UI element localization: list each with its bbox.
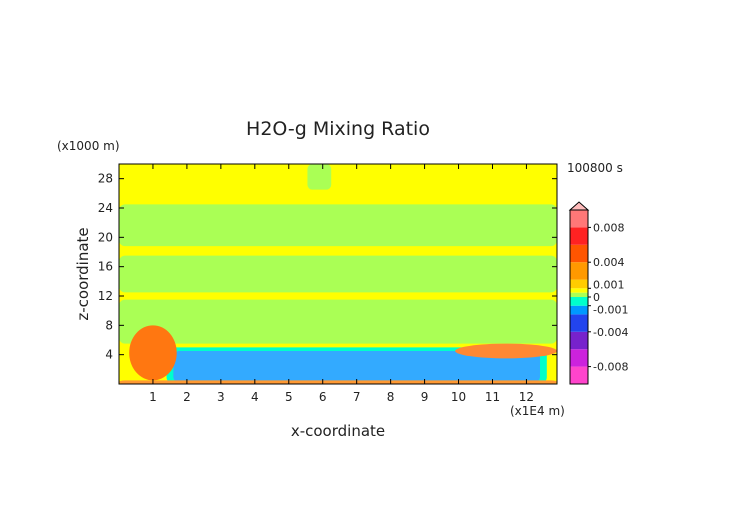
y-tick-label: 16 (98, 260, 113, 274)
colorbar-band (570, 244, 588, 263)
colorbar-band (570, 349, 588, 367)
colorbar-tick-label: -0.001 (593, 304, 628, 317)
colorbar-band (570, 366, 588, 384)
colorbar-band (570, 305, 588, 315)
y-axis: 4 8 12 16 20 24 28 (98, 172, 557, 362)
colorbar-tick-label: -0.004 (593, 326, 628, 339)
y-tick-label: 4 (105, 348, 113, 362)
colorbar-band (570, 292, 588, 297)
colorbar-tick-label: 0.004 (593, 256, 625, 269)
y-tick-label: 24 (98, 201, 113, 215)
x-tick-label: 11 (485, 390, 500, 404)
x-tick-label: 4 (251, 390, 259, 404)
region-upper-negative-band (119, 204, 557, 247)
colorbar-band (570, 227, 588, 245)
x-tick-label: 1 (149, 390, 157, 404)
x-tick-label: 2 (183, 390, 191, 404)
colorbar-band (570, 288, 588, 293)
colorbar-band (570, 210, 588, 228)
region-right-moist-layer (455, 343, 557, 359)
colorbar-band (570, 314, 588, 332)
y-axis-title: z-coordinate (74, 227, 92, 320)
colorbar-band (570, 279, 588, 289)
region-left-moist-plume (129, 325, 177, 381)
x-tick-label: 10 (451, 390, 466, 404)
x-tick-label: 12 (519, 390, 534, 404)
colorbar-tick-label: 0.001 (593, 278, 625, 291)
x-tick-label: 7 (353, 390, 361, 404)
chart-title: H2O-g Mixing Ratio (246, 118, 430, 140)
y-tick-label: 28 (98, 172, 113, 186)
x-tick-label: 8 (387, 390, 395, 404)
x-tick-label: 6 (319, 390, 327, 404)
time-label: 100800 s (567, 161, 623, 175)
x-axis: 1 2 3 4 5 6 7 8 9 10 11 12 (149, 164, 534, 404)
colorbar-band (570, 331, 588, 350)
contour-field (119, 164, 557, 384)
x-tick-label: 3 (217, 390, 225, 404)
x-tick-label: 5 (285, 390, 293, 404)
x-tick-label: 9 (421, 390, 429, 404)
colorbar-tick-label: 0 (593, 291, 600, 304)
y-tick-label: 8 (105, 318, 113, 332)
colorbar-tick-label: -0.008 (593, 361, 628, 374)
colorbar-band (570, 297, 588, 306)
colorbar-band (570, 262, 588, 280)
region-low-level-dry-layer (173, 351, 541, 383)
region-top-plume (307, 164, 332, 190)
y-tick-label: 12 (98, 289, 113, 303)
y-tick-label: 20 (98, 230, 113, 244)
x-axis-title: x-coordinate (291, 422, 385, 440)
colorbar-cap (568, 201, 590, 211)
y-unit-label: (x1000 m) (57, 139, 120, 153)
plot-frame (118, 163, 558, 385)
region-lower-negative-band (119, 299, 557, 344)
x-unit-label: (x1E4 m) (510, 404, 565, 418)
region-mid-negative-band (119, 255, 557, 293)
colorbar-tick-label: 0.008 (593, 221, 625, 234)
region-surface-moist-layer (119, 380, 557, 384)
